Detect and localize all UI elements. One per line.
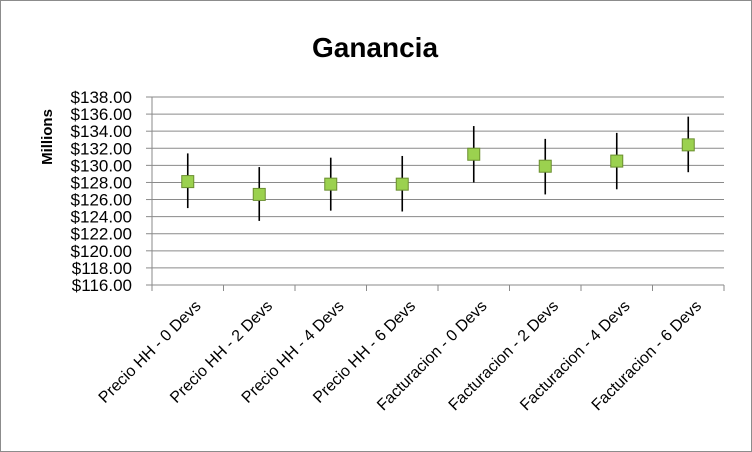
y-tick-label: $132.00 [71, 139, 132, 158]
y-tick-label: $120.00 [71, 242, 132, 261]
y-tick-label: $126.00 [71, 191, 132, 210]
data-point-marker [181, 175, 195, 189]
y-tick-label: $134.00 [71, 122, 132, 141]
data-point-marker [252, 187, 266, 201]
data-point-marker [467, 147, 481, 161]
data-point-marker [324, 177, 338, 191]
gridlines [152, 96, 724, 286]
error-bars [186, 116, 690, 221]
y-tick-label: $116.00 [72, 276, 132, 295]
data-point-marker [538, 159, 552, 173]
y-tick-label: $124.00 [71, 208, 132, 227]
y-tick-label: $128.00 [71, 173, 132, 192]
y-tick-label: $136.00 [71, 105, 132, 124]
data-point-marker [395, 177, 409, 191]
y-tick-label: $118.00 [72, 259, 132, 278]
y-tick-label: $138.00 [71, 88, 132, 107]
y-tick-labels: $116.00$118.00$120.00$122.00$124.00$126.… [71, 88, 132, 295]
data-markers [181, 138, 695, 201]
data-point-marker [610, 154, 624, 168]
y-tick-label: $122.00 [71, 225, 132, 244]
y-tick-label: $130.00 [71, 156, 132, 175]
data-point-marker [681, 138, 695, 152]
y-axis-label: Millions [39, 109, 56, 165]
axes [146, 96, 725, 291]
chart-title: Ganancia [312, 32, 438, 63]
